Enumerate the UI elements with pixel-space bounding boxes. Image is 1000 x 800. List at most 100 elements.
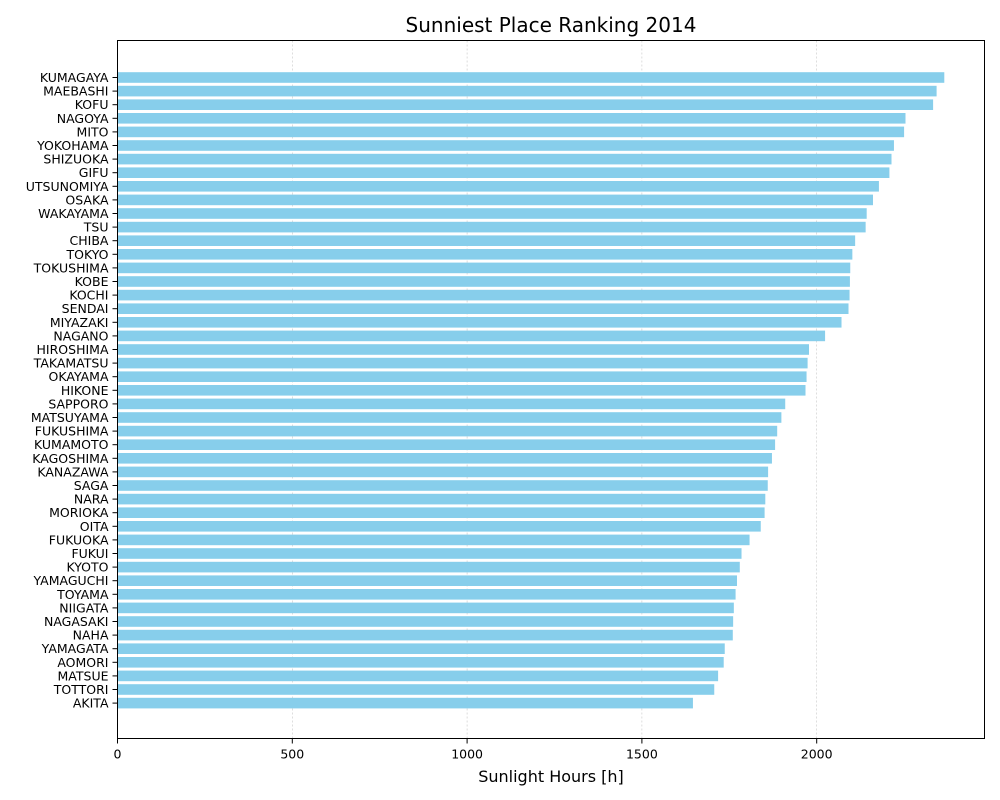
category-label-aomori: AOMORI <box>57 655 108 670</box>
category-label-akita: AKITA <box>73 696 109 711</box>
category-label-hikone: HIKONE <box>61 383 109 398</box>
category-label-kofu: KOFU <box>75 97 109 112</box>
category-label-wakayama: WAKAYAMA <box>38 206 109 221</box>
category-label-matsue: MATSUE <box>58 668 109 683</box>
category-label-kyoto: KYOTO <box>66 560 108 575</box>
x-axis-ticks: 0 500 1000 1500 2000 <box>114 738 833 762</box>
category-label-niigata: NIIGATA <box>59 600 109 615</box>
category-label-nagoya: NAGOYA <box>57 111 109 126</box>
category-label-kochi: KOCHI <box>69 288 108 303</box>
bar-nagasaki <box>117 616 734 627</box>
category-label-nagasaki: NAGASAKI <box>44 614 109 629</box>
bar-miyazaki <box>117 317 842 328</box>
bar-tokushima <box>117 262 851 274</box>
bar-oita <box>117 521 761 532</box>
bar-morioka <box>117 507 765 518</box>
bar-tsu <box>117 221 866 233</box>
category-label-kobe: KOBE <box>75 274 109 289</box>
category-label-yamaguchi: YAMAGUCHI <box>33 573 109 588</box>
category-label-gifu: GIFU <box>79 165 109 180</box>
bar-nagoya <box>117 113 906 124</box>
category-label-matsuyama: MATSUYAMA <box>31 410 109 425</box>
category-label-fukushima: FUKUSHIMA <box>35 424 109 439</box>
category-label-toyama: TOYAMA <box>56 587 109 602</box>
category-label-mito: MITO <box>77 124 109 139</box>
category-label-chiba: CHIBA <box>70 233 109 248</box>
bar-tokyo <box>117 249 853 260</box>
category-label-kumamoto: KUMAMOTO <box>34 437 109 452</box>
bar-aomori <box>117 657 724 668</box>
category-label-kanazawa: KANAZAWA <box>37 464 109 479</box>
category-label-nara: NARA <box>74 492 109 507</box>
bar-yokohama <box>117 140 894 151</box>
bar-kanazawa <box>117 466 769 478</box>
bar-tottori <box>117 684 715 695</box>
category-label-hiroshima: HIROSHIMA <box>37 342 109 357</box>
bar-kofu <box>117 99 934 110</box>
category-label-shizuoka: SHIZUOKA <box>43 152 109 167</box>
category-label-osaka: OSAKA <box>65 192 109 207</box>
category-labels: KUMAGAYAMAEBASHIKOFUNAGOYAMITOYOKOHAMASH… <box>26 70 118 711</box>
category-label-naha: NAHA <box>73 628 109 643</box>
category-label-saga: SAGA <box>74 478 109 493</box>
bar-maebashi <box>117 85 937 97</box>
category-label-utsunomiya: UTSUNOMIYA <box>26 179 109 194</box>
bar-toyama <box>117 589 736 600</box>
x-tick-label: 2000 <box>801 747 833 762</box>
category-label-yokohama: YOKOHAMA <box>36 138 109 153</box>
bar-mito <box>117 126 905 138</box>
bar-osaka <box>117 194 873 206</box>
category-label-oita: OITA <box>80 519 109 534</box>
bar-kochi <box>117 289 850 301</box>
bar-shizuoka <box>117 153 892 165</box>
bar-yamagata <box>117 643 725 654</box>
chart-title: Sunniest Place Ranking 2014 <box>406 13 697 37</box>
bar-naha <box>117 629 733 641</box>
category-label-takamatsu: TAKAMATSU <box>33 356 109 371</box>
category-label-fukuoka: FUKUOKA <box>49 532 109 547</box>
bar-gifu <box>117 167 890 178</box>
bar-matsuyama <box>117 412 782 423</box>
bar-fukui <box>117 548 742 559</box>
bar-kumagaya <box>117 72 945 83</box>
category-label-nagano: NAGANO <box>53 328 108 343</box>
bar-matsue <box>117 670 719 682</box>
bar-kobe <box>117 276 850 287</box>
bar-fukushima <box>117 425 778 437</box>
bar-hikone <box>117 385 806 396</box>
category-label-fukui: FUKUI <box>71 546 108 561</box>
category-label-kumagaya: KUMAGAYA <box>40 70 109 85</box>
x-tick-label: 0 <box>114 747 122 762</box>
x-tick-label: 1500 <box>626 747 658 762</box>
bar-chiba <box>117 235 856 246</box>
bar-saga <box>117 480 768 491</box>
bar-sendai <box>117 303 849 314</box>
bar-akita <box>117 697 693 709</box>
category-label-maebashi: MAEBASHI <box>43 84 108 99</box>
category-label-yamagata: YAMAGATA <box>41 641 109 656</box>
bar-kagoshima <box>117 453 772 464</box>
category-label-tsu: TSU <box>83 220 109 235</box>
category-label-tokushima: TOKUSHIMA <box>33 260 109 275</box>
bar-okayama <box>117 371 807 382</box>
x-tick-label: 500 <box>280 747 304 762</box>
category-label-okayama: OKAYAMA <box>49 369 109 384</box>
category-label-tottori: TOTTORI <box>53 682 109 697</box>
x-tick-label: 1000 <box>451 747 483 762</box>
category-label-sapporo: SAPPORO <box>48 396 108 411</box>
bar-hiroshima <box>117 344 810 355</box>
bar-wakayama <box>117 208 867 219</box>
bar-nagano <box>117 330 826 342</box>
bar-nara <box>117 493 766 505</box>
bar-sapporo <box>117 398 786 410</box>
category-label-morioka: MORIOKA <box>49 505 109 520</box>
category-label-miyazaki: MIYAZAKI <box>50 315 109 330</box>
bar-takamatsu <box>117 357 808 369</box>
bar-niigata <box>117 602 734 614</box>
category-label-tokyo: TOKYO <box>65 247 108 262</box>
bar-utsunomiya <box>117 181 879 192</box>
plot-frame <box>117 40 985 739</box>
bar-fukuoka <box>117 534 750 546</box>
